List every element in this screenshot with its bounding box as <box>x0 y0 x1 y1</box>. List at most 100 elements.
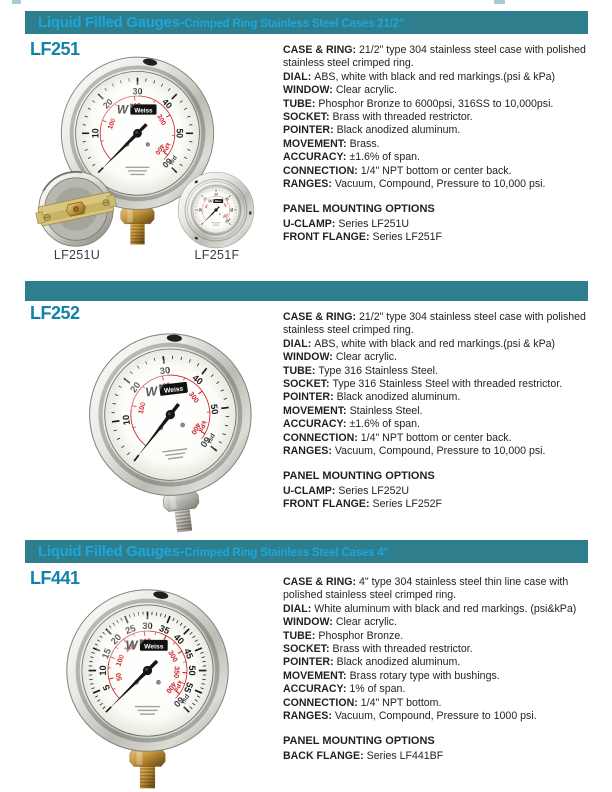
mounting-label: U-CLAMP: <box>283 484 336 497</box>
mounting-line: FRONT FLANGE: Series LF251F <box>283 231 599 244</box>
spec-label: POINTER: <box>283 656 334 669</box>
svg-text:300: 300 <box>155 113 167 126</box>
panel-mounting-options: PANEL MOUNTING OPTIONS BACK FLANGE: Serie… <box>283 735 599 763</box>
svg-text:50: 50 <box>114 672 124 682</box>
model-title-lf441: LF441 <box>30 567 80 589</box>
spec-value: Clear acrylic. <box>335 616 398 629</box>
spec-label: SOCKET: <box>283 643 330 656</box>
svg-text:30: 30 <box>214 192 218 196</box>
spec-value: Vacuum, Compound, Pressure to 10,000 psi… <box>334 445 546 458</box>
mounting-items: BACK FLANGE: Series LF441BF <box>283 750 599 763</box>
spec-label: TUBE: <box>283 364 316 377</box>
spec-label: CONNECTION: <box>283 431 358 444</box>
svg-text:Weiss: Weiss <box>134 107 153 114</box>
panel-mounting-options: PANEL MOUNTING OPTIONS U-CLAMP: Series LF… <box>283 203 599 244</box>
photo-caption-lf251u: LF251U <box>53 248 101 262</box>
spec-label: MOVEMENT: <box>283 669 347 682</box>
spec-label: ACCURACY: <box>283 683 347 696</box>
spec-value: 21/2" type 304 stainless steel case with… <box>283 311 586 337</box>
lf251u-uclamp-photo <box>35 171 117 247</box>
spec-line: ACCURACY: ±1.6% of span. <box>283 418 599 431</box>
photo-caption-lf251f: LF251F <box>194 248 240 262</box>
spec-line: MOVEMENT: Brass. <box>283 138 599 151</box>
spec-line: CONNECTION: 1/4" NPT bottom or center bac… <box>283 165 599 178</box>
lf251f-flange-photo: 102030405060100200300400kPapsiWWeiss <box>177 171 255 249</box>
mounting-value: Series LF251F <box>372 231 442 244</box>
mounting-label: FRONT FLANGE: <box>283 231 370 244</box>
model-title-lf251: LF251 <box>30 38 80 60</box>
spec-label: RANGES: <box>283 710 332 723</box>
mounting-heading: PANEL MOUNTING OPTIONS <box>283 203 435 216</box>
mounting-value: Series LF251U <box>338 217 410 230</box>
section-divider-bar <box>25 281 588 301</box>
spec-line: TUBE: Type 316 Stainless Steel. <box>283 365 599 378</box>
spec-value: Brass with threaded restrictor. <box>332 643 473 656</box>
spec-label: SOCKET: <box>283 111 330 124</box>
banner-title: Liquid Filled Gauges- <box>38 543 185 560</box>
spec-value: Phosphor Bronze. <box>318 629 404 642</box>
spec-line: RANGES: Vacuum, Compound, Pressure to 10,… <box>283 445 599 458</box>
svg-text:10: 10 <box>121 414 132 425</box>
svg-text:30: 30 <box>159 365 170 376</box>
svg-text:W: W <box>208 199 213 204</box>
spec-value: 4" type 304 stainless steel thin line ca… <box>283 576 569 602</box>
svg-text:100: 100 <box>107 117 118 130</box>
spec-value: 1/4" NPT bottom. <box>360 696 442 709</box>
spec-items: CASE & RING: 4" type 304 stainless steel … <box>283 576 599 723</box>
spec-line: CONNECTION: 1/4" NPT bottom or center bac… <box>283 432 599 445</box>
mounting-line: BACK FLANGE: Series LF441BF <box>283 750 599 763</box>
mounting-value: Series LF441BF <box>366 749 444 762</box>
spec-label: CONNECTION: <box>283 164 358 177</box>
banner-subtitle: Crimped Ring Stainless Steel Cases 4" <box>184 547 389 559</box>
spec-line: DIAL: ABS, white with black and red marki… <box>283 71 599 84</box>
page-trim-mark-right <box>494 0 505 4</box>
spec-value: ABS, white with black and red markings.(… <box>314 337 556 350</box>
spec-line: POINTER: Black anodized aluminum. <box>283 124 599 137</box>
svg-text:50: 50 <box>187 665 197 675</box>
svg-text:50: 50 <box>209 404 220 415</box>
mounting-line: FRONT FLANGE: Series LF252F <box>283 498 599 511</box>
svg-text:kPa: kPa <box>172 679 184 693</box>
spec-label: ACCURACY: <box>283 151 347 164</box>
spec-line: CASE & RING: 4" type 304 stainless steel … <box>283 576 599 603</box>
spec-line: TUBE: Phosphor Bronze. <box>283 630 599 643</box>
spec-value: Black anodized aluminum. <box>336 656 461 669</box>
svg-text:psi: psi <box>167 154 178 166</box>
svg-text:psi: psi <box>206 432 217 444</box>
spec-value: Vacuum, Compound, Pressure to 10,000 psi… <box>334 178 546 191</box>
svg-text:300: 300 <box>222 203 227 209</box>
svg-text:100: 100 <box>137 401 148 414</box>
spec-line: WINDOW: Clear acrylic. <box>283 616 599 629</box>
spec-label: MOVEMENT: <box>283 404 347 417</box>
svg-text:50: 50 <box>230 208 234 212</box>
spec-line: CASE & RING: 21/2" type 304 stainless ste… <box>283 44 599 71</box>
spec-label: CASE & RING: <box>283 311 356 323</box>
spec-value: Brass with threaded restrictor. <box>332 111 473 124</box>
spec-items: CASE & RING: 21/2" type 304 stainless ste… <box>283 311 599 458</box>
lf441-gauge-photo: 5101520253035404550556050100150200250300… <box>66 589 229 789</box>
model-title-lf252: LF252 <box>30 302 80 324</box>
spec-line: MOVEMENT: Brass rotary type with bushings… <box>283 670 599 683</box>
svg-text:5: 5 <box>101 683 112 692</box>
spec-line: WINDOW: Clear acrylic. <box>283 351 599 364</box>
mounting-value: Series LF252F <box>372 498 442 511</box>
svg-text:W: W <box>117 102 130 116</box>
spec-list-lf251: CASE & RING: 21/2" type 304 stainless ste… <box>283 44 599 245</box>
svg-text:kPa: kPa <box>160 142 170 155</box>
svg-text:50: 50 <box>175 128 185 138</box>
spec-value: Black anodized aluminum. <box>336 124 461 137</box>
spec-value: 1% of span. <box>349 683 406 696</box>
spec-label: SOCKET: <box>283 378 330 391</box>
svg-text:10: 10 <box>198 208 202 212</box>
spec-value: 21/2" type 304 stainless steel case with… <box>283 44 586 70</box>
svg-text:10: 10 <box>98 665 108 675</box>
mounting-value: Series LF252U <box>338 484 410 497</box>
spec-label: CASE & RING: <box>283 576 356 588</box>
spec-line: ACCURACY: 1% of span. <box>283 683 599 696</box>
mounting-heading: PANEL MOUNTING OPTIONS <box>283 735 435 748</box>
lf251-gauge-photo: 102030405060100200300400kPapsiWWeiss <box>60 56 215 245</box>
svg-text:60: 60 <box>224 218 230 224</box>
svg-text:psi: psi <box>227 218 232 223</box>
section-banner-2half-inch: Liquid Filled Gauges- Crimped Ring Stain… <box>25 11 588 34</box>
spec-line: DIAL: ABS, white with black and red marki… <box>283 338 599 351</box>
